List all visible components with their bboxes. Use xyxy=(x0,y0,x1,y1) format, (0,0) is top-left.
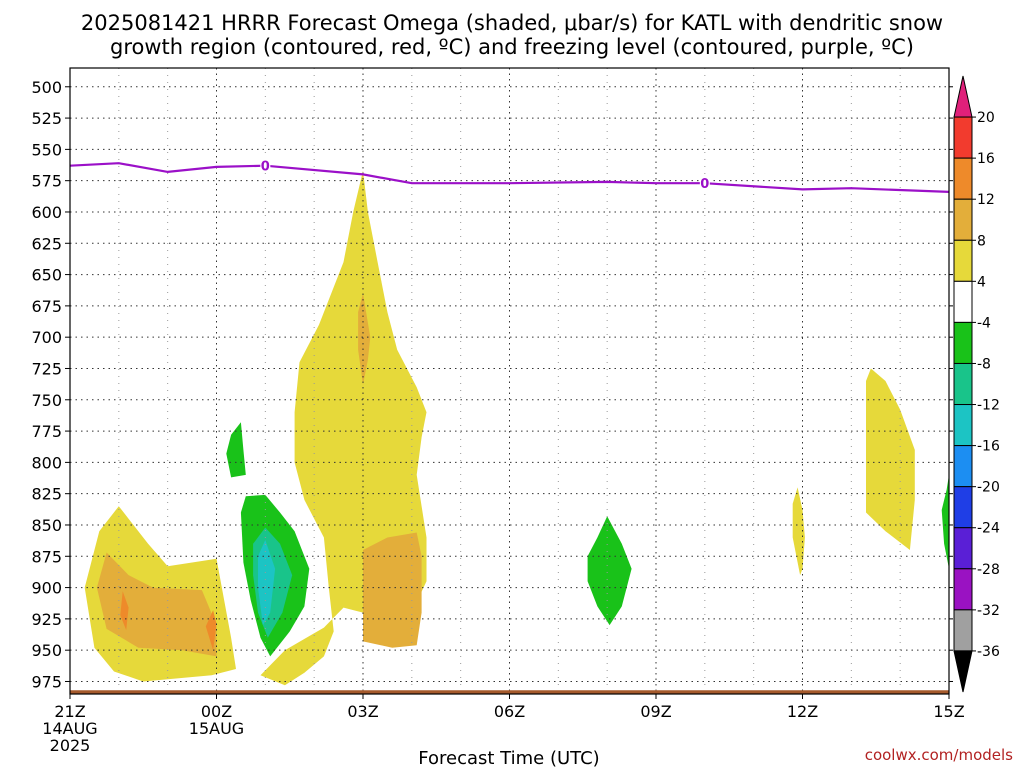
y-tick-label: 550 xyxy=(31,140,62,159)
omega-region xyxy=(866,368,915,550)
freezing-level-line xyxy=(69,162,950,193)
freezing-level-contour: 00 xyxy=(69,157,950,193)
colorbar-swatch xyxy=(953,445,973,488)
x-tick-label: 03Z xyxy=(347,702,378,721)
colorbar-swatch xyxy=(953,609,973,652)
freezing-level-label: 0 xyxy=(700,177,709,192)
y-tick-label: 800 xyxy=(31,453,62,472)
colorbar-label: -8 xyxy=(977,356,991,372)
y-axis: 500 525 550 575 600 625 650 675 700 725 750 775 800 8… xyxy=(31,78,953,691)
omega-region xyxy=(120,591,129,631)
credit-text: coolwx.com/models xyxy=(865,746,1013,764)
y-tick-label: 500 xyxy=(31,78,62,97)
x-tick-label: 00Z 15AUG xyxy=(189,702,244,738)
title-line: 2025081421 HRRR Forecast Omega (shaded, … xyxy=(81,11,943,35)
colorbar-label: -4 xyxy=(977,315,991,331)
colorbar-label: -28 xyxy=(977,562,1000,578)
y-tick-label: 725 xyxy=(31,359,62,378)
colorbar-triangle-top xyxy=(953,75,973,118)
colorbar-label: 20 xyxy=(977,110,995,126)
y-tick-label: 600 xyxy=(31,203,62,222)
terrain-band xyxy=(70,690,949,694)
colorbar-triangle-bottom xyxy=(953,650,973,693)
y-tick-label: 900 xyxy=(31,579,62,598)
omega-region xyxy=(941,474,949,569)
omega-region xyxy=(205,610,217,651)
colorbar-swatch xyxy=(953,527,973,570)
y-tick-label: 850 xyxy=(31,516,62,535)
y-tick-label: 750 xyxy=(31,391,62,410)
omega-region xyxy=(258,540,276,626)
y-tick-label: 775 xyxy=(31,422,62,441)
y-tick-label: 825 xyxy=(31,485,62,504)
colorbar-swatch xyxy=(953,239,973,282)
x-tick-label: 12Z xyxy=(787,702,818,721)
omega-region xyxy=(226,422,246,478)
omega-region xyxy=(363,532,422,648)
colorbar-label: 4 xyxy=(977,274,986,290)
x-axis-label: Forecast Time (UTC) xyxy=(418,748,599,768)
x-axis: 21Z 14AUG 2025 00Z 15AUG 03Z 06Z 09Z 12Z 15Z xyxy=(42,694,965,755)
colorbar-swatch xyxy=(953,157,973,200)
colorbar-label: 12 xyxy=(977,192,995,208)
contour-label-background xyxy=(260,157,271,173)
contour-label-background xyxy=(699,175,710,191)
colorbar-label: -36 xyxy=(977,644,1000,660)
y-tick-label: 950 xyxy=(31,641,62,660)
y-tick-label: 925 xyxy=(31,610,62,629)
x-tick-label: 06Z xyxy=(494,702,525,721)
omega-region xyxy=(792,487,805,576)
y-tick-label: 625 xyxy=(31,234,62,253)
colorbar-label: 8 xyxy=(977,233,986,249)
y-tick-label: 975 xyxy=(31,672,62,691)
colorbar-swatch xyxy=(953,321,973,364)
omega-region xyxy=(587,516,632,626)
colorbar-label: 16 xyxy=(977,151,995,167)
title-line: growth region (contoured, red, ºC) and f… xyxy=(110,35,914,59)
omega-region xyxy=(96,552,217,657)
x-tick-label: 15Z xyxy=(933,702,964,721)
colorbar-swatch xyxy=(953,198,973,241)
y-tick-label: 675 xyxy=(31,297,62,316)
colorbar: 20 16 12 8 4 -4 -8 -12 -16 -20 -24 -28 -32 -36 xyxy=(953,75,1000,693)
colorbar-swatch xyxy=(953,280,973,323)
x-tick-label: 21Z 14AUG 2025 xyxy=(42,702,97,755)
colorbar-label: -20 xyxy=(977,480,1000,496)
colorbar-swatch xyxy=(953,486,973,529)
colorbar-label: -24 xyxy=(977,521,1000,537)
colorbar-swatch xyxy=(953,362,973,406)
colorbar-label: -32 xyxy=(977,603,1000,619)
colorbar-swatch xyxy=(953,568,973,611)
omega-region xyxy=(358,293,371,385)
y-tick-label: 575 xyxy=(31,172,62,191)
chart-title: 2025081421 HRRR Forecast Omega (shaded, … xyxy=(81,11,943,59)
colorbar-swatch xyxy=(953,116,973,159)
y-tick-label: 700 xyxy=(31,328,62,347)
colorbar-label: -12 xyxy=(977,398,1000,414)
y-tick-label: 650 xyxy=(31,266,62,285)
x-tick-label: 09Z xyxy=(640,702,671,721)
colorbar-label: -16 xyxy=(977,439,1000,455)
y-tick-label: 525 xyxy=(31,109,62,128)
colorbar-swatch xyxy=(953,404,973,447)
freezing-level-label: 0 xyxy=(261,160,270,175)
grid-lines xyxy=(69,68,950,694)
y-tick-label: 875 xyxy=(31,547,62,566)
